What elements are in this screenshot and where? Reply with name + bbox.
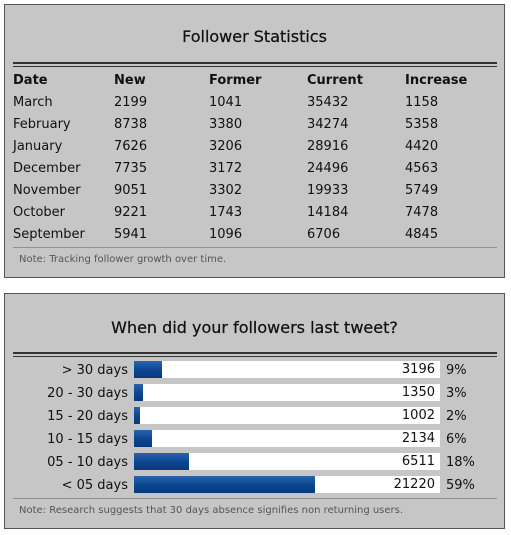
cell-current: 35432: [307, 95, 349, 110]
stats-table: Date New Former Current Increase March 2…: [13, 70, 497, 246]
bar-label: 05 - 10 days: [47, 455, 128, 470]
bar-percent: 59%: [446, 478, 475, 493]
bar-fill: [134, 361, 162, 378]
cell-new: 8738: [114, 117, 148, 132]
table-row: September 5941 1096 6706 4845: [13, 224, 497, 246]
cell-current: 14184: [307, 205, 349, 220]
bar-count: 1002: [401, 408, 435, 423]
cell-new: 7626: [114, 139, 148, 154]
bar-track: 1350: [134, 384, 440, 401]
last-tweet-note: Note: Research suggests that 30 days abs…: [19, 505, 404, 516]
bar-row: > 30 days 3196 9%: [5, 359, 504, 382]
cell-new: 9051: [114, 183, 148, 198]
column-header-increase: Increase: [405, 73, 468, 88]
column-header-former: Former: [209, 73, 262, 88]
stats-note: Note: Tracking follower growth over time…: [19, 254, 227, 265]
cell-new: 9221: [114, 205, 148, 220]
table-header-row: Date New Former Current Increase: [13, 70, 497, 92]
table-row: January 7626 3206 28916 4420: [13, 136, 497, 158]
bar-track: 1002: [134, 407, 440, 424]
cell-date: February: [13, 117, 71, 132]
title-divider: [13, 62, 497, 67]
bar-count: 2134: [401, 431, 435, 446]
bar-label: 15 - 20 days: [47, 409, 128, 424]
cell-former: 3206: [209, 139, 243, 154]
column-header-date: Date: [13, 73, 48, 88]
cell-date: March: [13, 95, 53, 110]
bar-label: 20 - 30 days: [47, 386, 128, 401]
cell-current: 24496: [307, 161, 349, 176]
cell-new: 2199: [114, 95, 148, 110]
bar-row: 15 - 20 days 1002 2%: [5, 405, 504, 428]
cell-current: 19933: [307, 183, 349, 198]
title-divider: [13, 352, 497, 357]
cell-date: October: [13, 205, 66, 220]
bar-row: 20 - 30 days 1350 3%: [5, 382, 504, 405]
bar-percent: 9%: [446, 363, 467, 378]
bar-fill: [134, 384, 144, 401]
bar-row: < 05 days 21220 59%: [5, 474, 504, 497]
bar-label: > 30 days: [61, 363, 128, 378]
cell-new: 5941: [114, 227, 148, 242]
cell-date: September: [13, 227, 85, 242]
bar-row: 05 - 10 days 6511 18%: [5, 451, 504, 474]
panel-title: Follower Statistics: [182, 27, 327, 46]
cell-former: 3172: [209, 161, 243, 176]
bar-fill: [134, 407, 141, 424]
follower-statistics-panel: Follower Statistics Date New Former Curr…: [4, 4, 505, 278]
bar-label: < 05 days: [61, 478, 128, 493]
bar-row: 10 - 15 days 2134 6%: [5, 428, 504, 451]
bar-percent: 6%: [446, 432, 467, 447]
note-divider: [13, 247, 497, 248]
cell-date: November: [13, 183, 81, 198]
bar-percent: 2%: [446, 409, 467, 424]
bar-track: 2134: [134, 430, 440, 447]
bar-count: 21220: [393, 477, 435, 492]
last-tweet-bars: > 30 days 3196 9% 20 - 30 days 1350 3% 1…: [5, 359, 504, 497]
cell-date: January: [13, 139, 63, 154]
bar-track: 6511: [134, 453, 440, 470]
cell-increase: 4845: [405, 227, 439, 242]
cell-increase: 1158: [405, 95, 439, 110]
column-header-new: New: [114, 73, 146, 88]
cell-increase: 4420: [405, 139, 439, 154]
cell-new: 7735: [114, 161, 148, 176]
bar-percent: 3%: [446, 386, 467, 401]
table-row: October 9221 1743 14184 7478: [13, 202, 497, 224]
cell-current: 28916: [307, 139, 349, 154]
bar-count: 6511: [401, 454, 435, 469]
cell-increase: 5749: [405, 183, 439, 198]
cell-increase: 5358: [405, 117, 439, 132]
bar-count: 3196: [401, 362, 435, 377]
bar-fill: [134, 430, 153, 447]
bar-percent: 18%: [446, 455, 475, 470]
cell-former: 1743: [209, 205, 243, 220]
cell-former: 1096: [209, 227, 243, 242]
table-row: November 9051 3302 19933 5749: [13, 180, 497, 202]
bar-fill: [134, 453, 190, 470]
cell-current: 34274: [307, 117, 349, 132]
table-row: December 7735 3172 24496 4563: [13, 158, 497, 180]
panel-title: When did your followers last tweet?: [111, 318, 398, 337]
cell-current: 6706: [307, 227, 341, 242]
cell-increase: 4563: [405, 161, 439, 176]
cell-former: 3380: [209, 117, 243, 132]
bar-fill: [134, 476, 315, 493]
last-tweet-panel: When did your followers last tweet? > 30…: [4, 293, 505, 529]
cell-former: 1041: [209, 95, 243, 110]
bar-track: 21220: [134, 476, 440, 493]
bar-track: 3196: [134, 361, 440, 378]
cell-increase: 7478: [405, 205, 439, 220]
bar-count: 1350: [401, 385, 435, 400]
note-divider: [13, 498, 497, 499]
column-header-current: Current: [307, 73, 363, 88]
cell-former: 3302: [209, 183, 243, 198]
table-row: March 2199 1041 35432 1158: [13, 92, 497, 114]
bar-label: 10 - 15 days: [47, 432, 128, 447]
table-row: February 8738 3380 34274 5358: [13, 114, 497, 136]
cell-date: December: [13, 161, 81, 176]
